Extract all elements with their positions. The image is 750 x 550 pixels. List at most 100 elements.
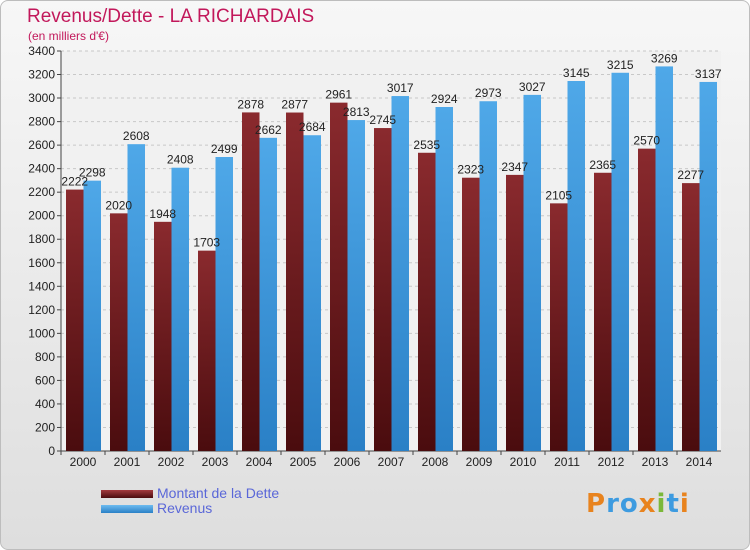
bar-dette: [66, 189, 84, 451]
legend-label-dette: Montant de la Dette: [157, 485, 280, 501]
bar-dette: [198, 250, 216, 451]
data-label-dette: 2878: [237, 97, 264, 111]
logo-letter: P: [586, 489, 607, 519]
bar-revenus: [391, 96, 409, 451]
logo-letter: i: [656, 489, 667, 519]
y-tick-label: 1000: [28, 326, 55, 340]
x-tick-label: 2007: [378, 455, 405, 469]
y-tick-label: 2200: [28, 185, 55, 199]
bar-revenus: [127, 144, 145, 452]
bar-dette: [154, 221, 172, 451]
y-tick-label: 1600: [28, 256, 55, 270]
data-label-dette: 2745: [369, 113, 396, 127]
bar-dette: [418, 152, 436, 451]
bar-dette: [374, 128, 392, 451]
bar-revenus: [567, 81, 585, 451]
y-tick-label: 2000: [28, 209, 55, 223]
data-label-revenus: 2684: [299, 120, 326, 134]
x-tick-label: 2013: [642, 455, 669, 469]
bar-revenus: [655, 66, 673, 451]
bar-revenus: [215, 157, 233, 451]
data-label-revenus: 3137: [695, 67, 722, 81]
bar-dette: [594, 172, 612, 451]
x-tick-label: 2008: [422, 455, 449, 469]
x-tick-label: 2002: [158, 455, 185, 469]
logo-letter: r: [606, 489, 620, 519]
x-tick-label: 2014: [686, 455, 713, 469]
data-label-revenus: 3269: [651, 51, 678, 65]
y-tick-label: 3400: [28, 44, 55, 58]
data-label-revenus: 2608: [123, 129, 150, 143]
y-tick-label: 400: [35, 397, 55, 411]
data-label-dette: 2570: [633, 134, 660, 148]
data-label-revenus: 2924: [431, 92, 458, 106]
bar-revenus: [523, 94, 541, 451]
bar-revenus: [259, 137, 277, 451]
y-tick-label: 0: [48, 444, 55, 458]
x-tick-label: 2009: [466, 455, 493, 469]
data-label-dette: 2020: [105, 198, 132, 212]
bar-revenus: [611, 72, 629, 451]
data-label-revenus: 2499: [211, 142, 238, 156]
bar-dette: [462, 177, 480, 452]
data-label-revenus: 2813: [343, 105, 370, 119]
logo-letter: i: [679, 489, 690, 519]
legend-swatch-revenus: [101, 505, 153, 513]
y-tick-label: 200: [35, 420, 55, 434]
data-label-dette: 2222: [61, 175, 88, 189]
x-tick-label: 2011: [554, 455, 580, 469]
x-tick-label: 2004: [246, 455, 273, 469]
bar-dette: [550, 203, 568, 451]
bar-dette: [286, 112, 304, 451]
data-label-dette: 2535: [413, 138, 440, 152]
bar-revenus: [347, 120, 365, 451]
chart-title: Revenus/Dette - LA RICHARDAIS: [27, 6, 315, 27]
y-tick-label: 1200: [28, 303, 55, 317]
proxiti-logo: Proxiti: [586, 489, 690, 519]
bar-dette: [506, 174, 524, 451]
data-label-dette: 2347: [501, 160, 528, 174]
data-label-dette: 2877: [281, 98, 308, 112]
legend-label-revenus: Revenus: [157, 500, 213, 516]
logo-letter: t: [666, 489, 680, 519]
data-label-revenus: 2662: [255, 123, 282, 137]
data-label-dette: 2323: [457, 163, 484, 177]
logo-letter: o: [619, 489, 639, 519]
bar-revenus: [479, 101, 497, 451]
y-tick-label: 2400: [28, 162, 55, 176]
bar-dette: [682, 183, 700, 451]
y-tick-label: 2800: [28, 115, 55, 129]
data-label-revenus: 3027: [519, 80, 546, 94]
bar-revenus: [83, 180, 101, 451]
bar-dette: [110, 213, 128, 451]
bar-dette: [638, 148, 656, 451]
data-label-revenus: 3145: [563, 66, 590, 80]
x-tick-label: 2012: [598, 455, 625, 469]
data-label-revenus: 2408: [167, 153, 194, 167]
legend-swatch-dette: [101, 490, 153, 498]
x-tick-label: 2010: [510, 455, 537, 469]
data-label-dette: 1948: [149, 207, 176, 221]
bar-dette: [330, 102, 348, 451]
x-tick-label: 2006: [334, 455, 361, 469]
y-tick-label: 600: [35, 373, 55, 387]
y-tick-label: 1400: [28, 279, 55, 293]
data-label-revenus: 3017: [387, 81, 414, 95]
data-label-dette: 2277: [677, 168, 704, 182]
x-tick-label: 2005: [290, 455, 317, 469]
bar-revenus: [435, 107, 453, 451]
data-label-revenus: 3215: [607, 58, 634, 72]
bar-revenus: [699, 81, 717, 452]
y-tick-label: 2600: [28, 138, 55, 152]
x-tick-label: 2003: [202, 455, 229, 469]
x-tick-label: 2000: [70, 455, 97, 469]
y-tick-label: 800: [35, 350, 55, 364]
data-label-dette: 1703: [193, 236, 220, 250]
data-label-dette: 2105: [545, 188, 572, 202]
x-tick-label: 2001: [114, 455, 141, 469]
data-label-dette: 2961: [325, 88, 352, 102]
chart-subtitle: (en milliers d'€): [28, 29, 109, 43]
data-label-revenus: 2973: [475, 86, 502, 100]
